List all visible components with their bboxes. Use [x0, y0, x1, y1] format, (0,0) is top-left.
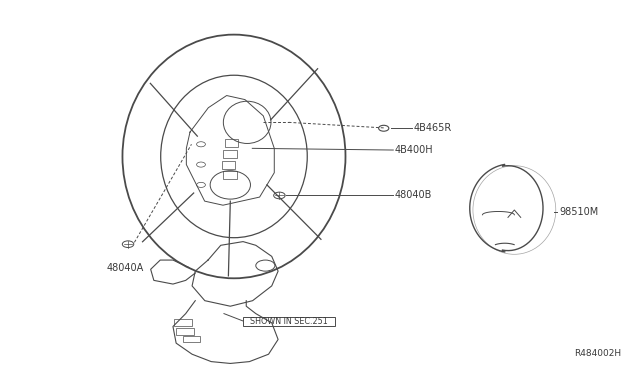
Bar	[174, 319, 192, 326]
Text: 48040B: 48040B	[394, 190, 432, 201]
Bar	[182, 336, 200, 342]
Text: SHOWN IN SEC.251: SHOWN IN SEC.251	[250, 317, 328, 326]
Text: 4B465R: 4B465R	[413, 123, 452, 133]
Bar	[223, 171, 237, 179]
Text: 48040A: 48040A	[106, 263, 143, 273]
Bar	[225, 139, 238, 147]
Bar	[176, 328, 194, 335]
Text: 4B400H: 4B400H	[394, 145, 433, 155]
Bar	[222, 161, 236, 169]
Bar	[223, 150, 237, 158]
Text: R484002H: R484002H	[573, 350, 621, 359]
Text: 98510M: 98510M	[559, 207, 598, 217]
